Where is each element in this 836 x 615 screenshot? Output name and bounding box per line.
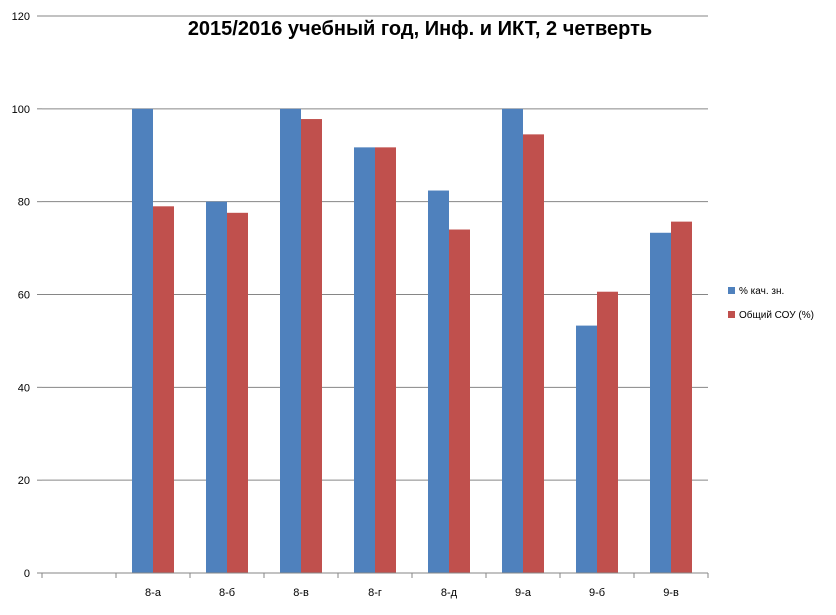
legend-label: Общий СОУ (%) — [739, 309, 814, 321]
y-tick-label: 0 — [24, 568, 30, 580]
bar-quality-7 — [576, 325, 597, 573]
y-tick-label: 20 — [18, 475, 30, 487]
y-tick-label: 80 — [18, 197, 30, 209]
chart-title: 2015/2016 учебный год, Инф. и ИКТ, 2 чет… — [188, 18, 652, 40]
bar-sou-2 — [227, 212, 248, 573]
legend-swatch — [728, 311, 735, 318]
x-tick-label: 8-б — [219, 587, 235, 599]
legend-swatch — [728, 287, 735, 294]
x-tick-label: 9-а — [515, 587, 532, 599]
bar-quality-4 — [354, 147, 375, 573]
y-tick-label: 40 — [18, 382, 30, 394]
bar-quality-3 — [280, 108, 301, 573]
bar-quality-2 — [206, 201, 227, 573]
bar-sou-7 — [597, 291, 618, 573]
bar-quality-6 — [502, 108, 523, 573]
y-axis-ticks: 0 20 40 60 80 100 120 — [12, 11, 30, 580]
bar-sou-6 — [523, 134, 544, 574]
x-tick-label: 8-г — [368, 587, 382, 599]
legend: % кач. зн. Общий СОУ (%) — [728, 286, 814, 321]
x-axis — [37, 15, 709, 578]
bar-sou-3 — [301, 119, 322, 574]
bar-quality-1 — [132, 108, 153, 573]
y-tick-label: 60 — [18, 290, 30, 302]
x-tick-label: 8-д — [441, 587, 458, 599]
x-tick-label: 8-а — [145, 587, 162, 599]
y-tick-label: 100 — [12, 104, 30, 116]
x-tick-label: 9-б — [589, 587, 605, 599]
x-axis-ticks: 8-а 8-б 8-в 8-г 8-д 9-а 9-б 9-в — [145, 587, 679, 599]
y-tick-label: 120 — [12, 11, 30, 23]
bar-sou-1 — [153, 206, 174, 573]
bar-sou-4 — [375, 147, 396, 573]
bar-sou-8 — [671, 221, 692, 573]
bar-quality-5 — [428, 190, 449, 573]
bar-sou-5 — [449, 229, 470, 573]
x-tick-label: 8-в — [293, 587, 309, 599]
x-tick-label: 9-в — [663, 587, 679, 599]
bar-quality-8 — [650, 232, 671, 573]
bars — [132, 108, 692, 574]
legend-label: % кач. зн. — [739, 286, 784, 297]
